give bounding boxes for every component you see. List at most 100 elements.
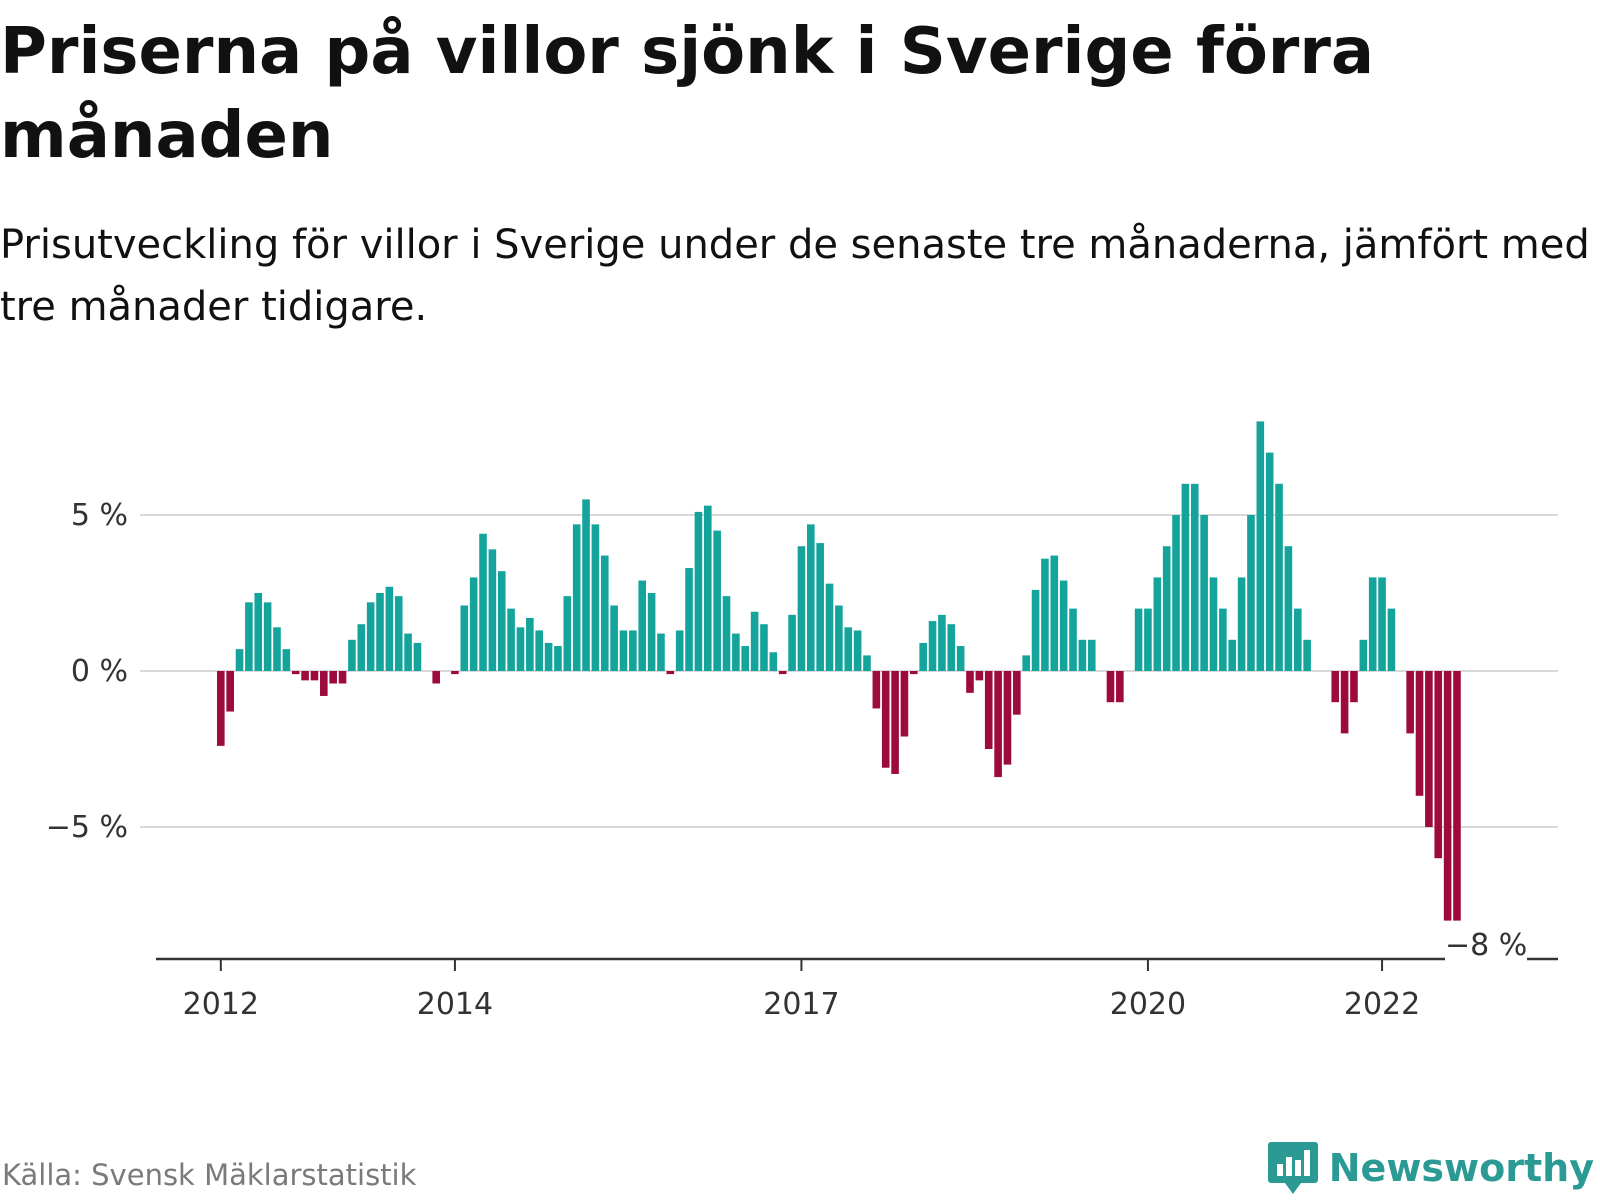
- bar: [1331, 671, 1340, 703]
- bar: [1265, 452, 1274, 671]
- bar: [1415, 671, 1424, 796]
- bar: [647, 593, 656, 671]
- bar: [1387, 608, 1396, 671]
- bar: [1219, 608, 1227, 671]
- bar: [1059, 580, 1068, 671]
- bar: [310, 671, 319, 681]
- bar: [338, 671, 347, 684]
- bar: [507, 608, 515, 671]
- bar: [638, 580, 647, 671]
- bar: [835, 605, 843, 671]
- bar: [1368, 577, 1377, 671]
- bar: [1378, 577, 1386, 671]
- bar: [1190, 483, 1199, 671]
- bar: [760, 624, 768, 671]
- bar: [563, 596, 572, 671]
- bar: [1293, 608, 1302, 671]
- bar: [853, 630, 862, 671]
- bar: [732, 633, 740, 671]
- bar: [666, 671, 675, 675]
- bar: [535, 630, 544, 671]
- bar: [226, 671, 234, 712]
- last-value-label: −8 %: [1445, 928, 1527, 963]
- bar: [610, 605, 618, 671]
- bar: [872, 671, 881, 709]
- bar: [778, 671, 787, 675]
- bar: [291, 671, 300, 675]
- bar: [1172, 515, 1180, 671]
- bar: [928, 621, 937, 671]
- bar: [582, 499, 590, 671]
- bar: [1003, 671, 1012, 765]
- brand[interactable]: Newsworthy: [1267, 1140, 1594, 1196]
- bar: [1209, 577, 1218, 671]
- bar: [263, 602, 272, 671]
- newsworthy-logo-icon: [1267, 1142, 1318, 1194]
- bar: [1256, 421, 1265, 671]
- y-tick-label: 0 %: [71, 654, 128, 689]
- bar: [479, 533, 487, 671]
- bar: [881, 671, 890, 768]
- bar: [694, 511, 703, 671]
- bar: [404, 633, 412, 671]
- bar: [816, 543, 824, 671]
- bar: [956, 646, 965, 671]
- bar: [282, 649, 291, 671]
- bar: [1050, 555, 1059, 671]
- bar: [1425, 671, 1433, 827]
- x-tick-label: 2020: [1110, 987, 1186, 1022]
- bar: [451, 671, 459, 675]
- bar: [591, 524, 600, 671]
- source-note: Källa: Svensk Mäklarstatistik: [2, 1158, 417, 1192]
- bar: [488, 549, 497, 671]
- bar: [1106, 671, 1115, 703]
- bar: [1284, 546, 1293, 671]
- bar: [1134, 608, 1143, 671]
- y-tick-label: −5 %: [46, 810, 128, 845]
- bar: [1247, 515, 1255, 671]
- bar: [1181, 483, 1190, 671]
- bar: [1406, 671, 1414, 734]
- bar: [366, 602, 375, 671]
- bar: [797, 546, 806, 671]
- bar: [1228, 639, 1237, 671]
- bar: [629, 630, 637, 671]
- bar: [1069, 608, 1077, 671]
- bar: [273, 627, 281, 671]
- bar: [1041, 558, 1049, 671]
- bar: [1031, 589, 1040, 671]
- bar: [600, 555, 609, 671]
- bar: [807, 524, 815, 671]
- bar: [460, 605, 469, 671]
- bar: [741, 646, 750, 671]
- x-tick-label: 2017: [763, 987, 839, 1022]
- bar: [750, 611, 759, 671]
- bar: [1200, 515, 1208, 671]
- bar: [1153, 577, 1162, 671]
- bar: [245, 602, 253, 671]
- bar: [984, 671, 993, 749]
- bar: [376, 593, 384, 671]
- bar: [554, 646, 562, 671]
- bar: [685, 568, 693, 671]
- bar: [1350, 671, 1358, 703]
- bar: [1162, 546, 1171, 671]
- bar: [619, 630, 628, 671]
- bar: [394, 596, 403, 671]
- bar: [320, 671, 328, 696]
- bar: [722, 596, 731, 671]
- bar: [900, 671, 909, 737]
- bar: [947, 624, 956, 671]
- bar: [1275, 483, 1283, 671]
- bar: [825, 583, 834, 671]
- bar: [526, 617, 534, 671]
- bar: [938, 614, 946, 671]
- bar: [301, 671, 309, 681]
- brand-name: Newsworthy: [1328, 1146, 1594, 1190]
- bar: [966, 671, 974, 693]
- bar: [413, 642, 422, 671]
- bar: [910, 671, 918, 675]
- bar: [1144, 608, 1152, 671]
- bar: [919, 642, 927, 671]
